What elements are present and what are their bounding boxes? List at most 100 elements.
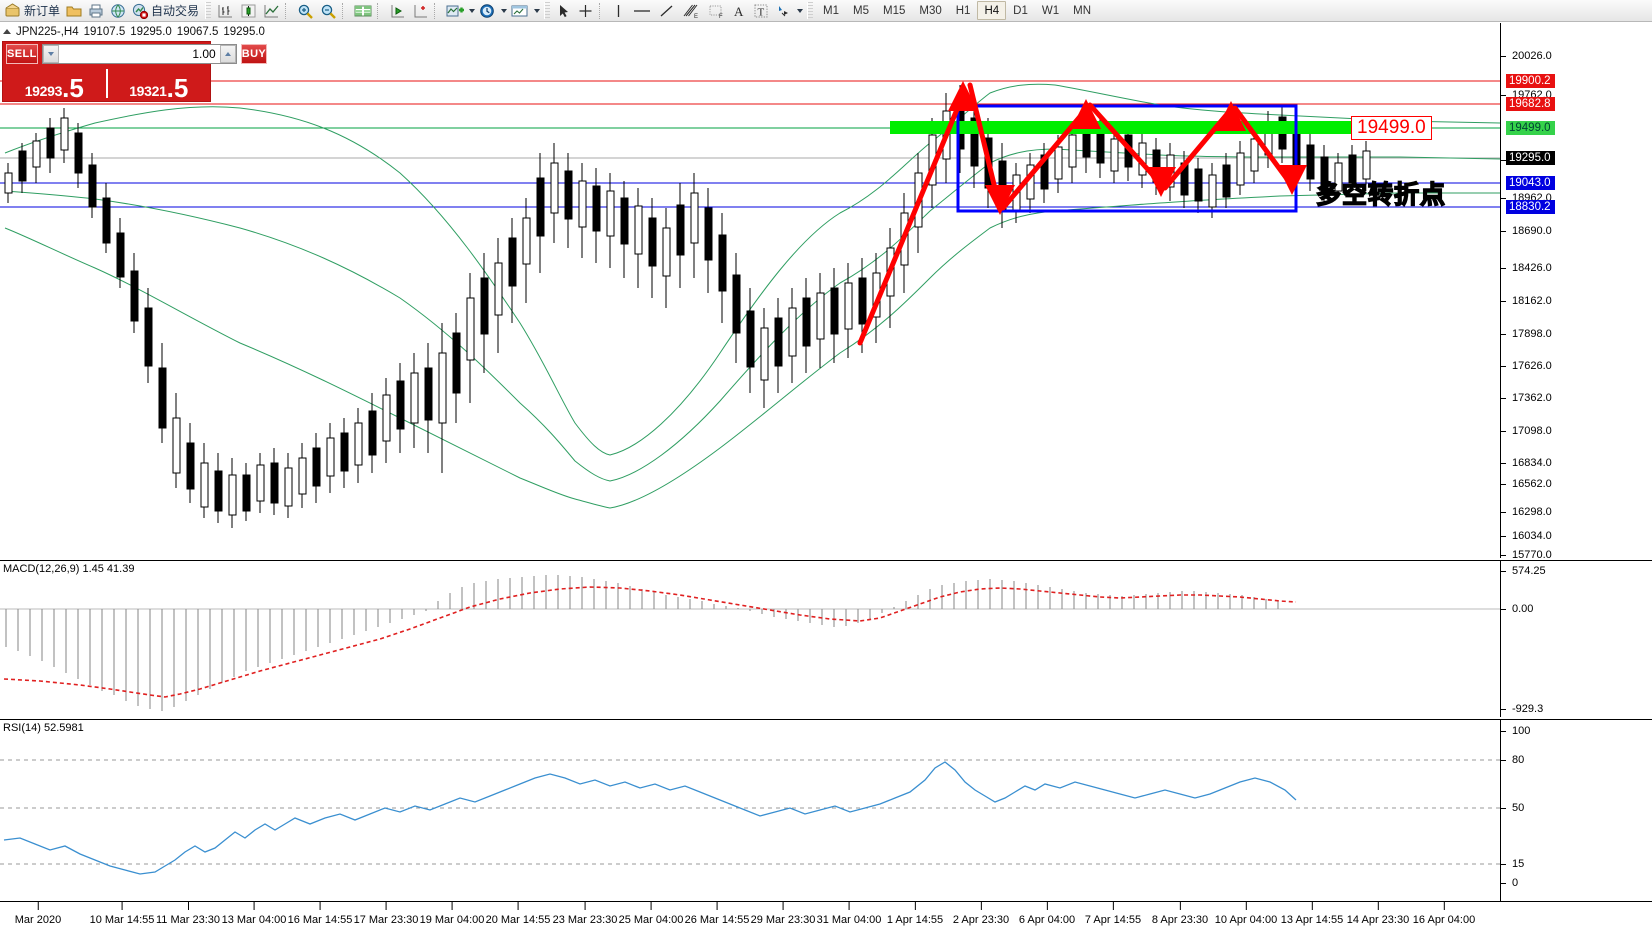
macd-scale[interactable]: 574.25 0.00 -929.3 bbox=[1500, 561, 1652, 717]
channel-button[interactable]: F bbox=[704, 1, 729, 21]
crosshair-button[interactable] bbox=[574, 1, 597, 21]
time-axis[interactable]: Mar 2020 10 Mar 14:55 11 Mar 23:30 13 Ma… bbox=[0, 901, 1652, 940]
price-tick: 16034.0 bbox=[1501, 530, 1552, 542]
price-tag-pivot[interactable]: 19499.0 bbox=[1506, 121, 1555, 135]
price-tag-last[interactable]: 19295.0 bbox=[1506, 151, 1555, 165]
toolbar-grip-3[interactable] bbox=[807, 2, 814, 19]
timeframe-m1[interactable]: M1 bbox=[823, 4, 840, 17]
time-label: Mar 2020 bbox=[14, 902, 62, 926]
zoom-in-icon bbox=[298, 4, 313, 19]
period-dropdown-caret[interactable] bbox=[499, 2, 508, 20]
chinese-annotation[interactable]: 多空转折点 bbox=[1315, 179, 1447, 210]
sell-price-integer: 19293 bbox=[24, 83, 63, 99]
price-tag-resistance[interactable]: 19682.8 bbox=[1506, 97, 1555, 111]
data-window-button[interactable] bbox=[351, 1, 375, 21]
sell-price-decimal: .5 bbox=[62, 73, 84, 103]
shift-start-button[interactable] bbox=[386, 1, 409, 21]
toolbar-grip-1[interactable] bbox=[205, 2, 212, 19]
collapse-triangle-icon[interactable] bbox=[3, 29, 11, 34]
toolbar-separator-2 bbox=[342, 2, 349, 19]
shapes-dropdown-caret[interactable] bbox=[795, 2, 804, 20]
folder-button[interactable] bbox=[63, 1, 85, 21]
templates-button[interactable] bbox=[508, 1, 532, 21]
price-tick: 16562.0 bbox=[1501, 478, 1552, 490]
candlestick-chart-button[interactable] bbox=[237, 1, 260, 21]
price-tag-support-2[interactable]: 18830.2 bbox=[1506, 200, 1555, 214]
ohlc-close: 19295.0 bbox=[223, 25, 265, 38]
time-label: 26 Mar 14:55 bbox=[684, 902, 750, 926]
templates-dropdown-caret[interactable] bbox=[532, 2, 541, 20]
price-scale[interactable]: 20026.0 19762.0 19226.0 18962.0 18690.0 … bbox=[1500, 23, 1652, 561]
timeframe-h4[interactable]: H4 bbox=[977, 1, 1007, 20]
price-tick: 17626.0 bbox=[1501, 360, 1552, 372]
zoom-out-button[interactable] bbox=[317, 1, 340, 21]
rsi-scale[interactable]: 100 80 50 15 0 bbox=[1500, 720, 1652, 901]
price-pane: 20026.0 19762.0 19226.0 18962.0 18690.0 … bbox=[0, 23, 1652, 561]
timeframe-w1[interactable]: W1 bbox=[1041, 4, 1060, 17]
line-chart-button[interactable] bbox=[260, 1, 283, 21]
price-plot-area[interactable] bbox=[0, 23, 1500, 558]
fibonacci-button[interactable]: E bbox=[679, 1, 704, 21]
timeframe-h1[interactable]: H1 bbox=[955, 4, 971, 17]
zoom-in-button[interactable] bbox=[294, 1, 317, 21]
macd-label: MACD(12,26,9) 1.45 41.39 bbox=[3, 563, 135, 575]
sell-price[interactable]: 19293 .5 bbox=[3, 66, 106, 101]
macd-signal-line bbox=[3, 586, 1297, 698]
volume-decrease-icon[interactable] bbox=[42, 45, 59, 63]
macd-tick: -929.3 bbox=[1501, 703, 1543, 715]
shift-end-button[interactable] bbox=[409, 1, 432, 21]
printer-icon bbox=[89, 4, 103, 17]
period-button[interactable] bbox=[476, 1, 499, 21]
text-button[interactable]: A bbox=[729, 1, 750, 21]
bar-chart-button[interactable] bbox=[214, 1, 237, 21]
cursor-button[interactable] bbox=[553, 1, 574, 21]
shapes-button[interactable] bbox=[772, 1, 795, 21]
timeframe-m30[interactable]: M30 bbox=[919, 4, 942, 17]
indicators-button[interactable] bbox=[443, 1, 467, 21]
timeframe-m5[interactable]: M5 bbox=[853, 4, 869, 17]
price-tag-support-1[interactable]: 19043.0 bbox=[1506, 176, 1555, 190]
buy-price[interactable]: 19321 .5 bbox=[108, 66, 211, 101]
toolbar-grip-2[interactable] bbox=[544, 2, 551, 19]
volume-increase-icon[interactable] bbox=[219, 45, 236, 63]
hline-button[interactable] bbox=[629, 1, 655, 21]
label-button[interactable]: T bbox=[750, 1, 772, 21]
clock-icon bbox=[480, 3, 494, 18]
new-order-button[interactable]: 新订单 bbox=[2, 1, 63, 21]
macd-plot-area[interactable] bbox=[0, 561, 1500, 717]
globe-button[interactable] bbox=[107, 1, 129, 21]
cursor-icon bbox=[560, 4, 569, 17]
toolbar-separator-3 bbox=[377, 2, 384, 19]
rsi-plot-area[interactable] bbox=[0, 720, 1500, 901]
vline-button[interactable] bbox=[608, 1, 629, 21]
label-icon: T bbox=[754, 4, 768, 18]
timeframe-mn[interactable]: MN bbox=[1073, 4, 1091, 17]
time-label: 29 Mar 23:30 bbox=[750, 902, 816, 926]
ohlc-open: 19107.5 bbox=[83, 25, 126, 38]
timeframe-m15[interactable]: M15 bbox=[883, 4, 906, 17]
auto-trading-button[interactable]: 自动交易 bbox=[129, 1, 202, 21]
price-tick: 18426.0 bbox=[1501, 262, 1552, 274]
indicators-dropdown-caret[interactable] bbox=[467, 2, 476, 20]
time-label: 23 Mar 23:30 bbox=[552, 902, 618, 926]
macd-tick: 0.00 bbox=[1501, 603, 1533, 615]
buy-button[interactable]: BUY bbox=[240, 44, 268, 64]
sell-button[interactable]: SELL bbox=[6, 44, 38, 64]
volume-input[interactable] bbox=[58, 45, 220, 63]
price-annotation-box[interactable]: 19499.0 bbox=[1351, 116, 1432, 140]
price-tag-take-profit[interactable]: 19900.2 bbox=[1506, 74, 1555, 88]
main-toolbar: 新订单 自动交易 bbox=[0, 0, 1652, 22]
price-chart-svg bbox=[0, 80, 1500, 528]
templates-icon bbox=[511, 5, 528, 16]
new-order-label: 新订单 bbox=[24, 4, 61, 18]
indicators-icon bbox=[446, 5, 465, 16]
printer-button[interactable] bbox=[85, 1, 107, 21]
timeframe-d1[interactable]: D1 bbox=[1013, 4, 1028, 17]
trendline-button[interactable] bbox=[655, 1, 679, 21]
time-label: 10 Mar 14:55 bbox=[89, 902, 155, 926]
rsi-pane: RSI(14) 52.5981 100 80 50 15 0 bbox=[0, 719, 1652, 901]
time-label: 16 Apr 04:00 bbox=[1412, 902, 1476, 926]
shapes-icon bbox=[779, 5, 789, 16]
volume-stepper[interactable] bbox=[41, 44, 237, 64]
zoom-out-icon bbox=[321, 4, 336, 19]
